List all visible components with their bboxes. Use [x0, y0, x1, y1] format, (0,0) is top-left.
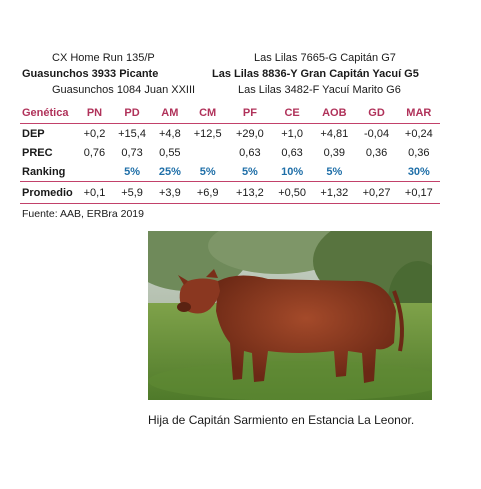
table-cell: 0,76: [83, 146, 106, 159]
header-gd: GD: [355, 103, 398, 124]
table-cell: -0,04: [364, 127, 390, 140]
header-pn: PN: [78, 103, 111, 124]
pedigree-sire-dam: Guasunchos 1084 Juan XXIII: [52, 84, 196, 96]
header-mar: MAR: [397, 103, 440, 124]
table-cell: +6,9: [186, 181, 229, 204]
table-cell: [355, 162, 398, 182]
photo-caption: Hija de Capitán Sarmiento en Estancia La…: [148, 413, 415, 427]
table-cell: +0,17: [397, 181, 440, 204]
header-pf: PF: [228, 103, 271, 124]
table-cell: 0,39: [323, 146, 346, 159]
table-cell: +0,1: [78, 181, 111, 204]
table-cell: +3,9: [153, 181, 187, 204]
table-cell: 0,55: [159, 146, 181, 159]
table-cell: +1,32: [313, 181, 356, 204]
table-header-row: Genética PN PD AM CM PF CE AOB GD MAR: [20, 103, 440, 124]
table-cell: 0,73: [121, 146, 143, 159]
table-cell: +0,27: [355, 181, 398, 204]
table-cell: 5%: [313, 162, 356, 182]
pedigree-dam-sire: Las Lilas 7665-G Capitán G7: [254, 52, 396, 64]
table-cell: +15,4: [118, 127, 146, 140]
pedigree-sire: Guasunchos 3933 Picante: [22, 68, 159, 80]
table-cell: [78, 162, 111, 182]
header-cm: CM: [186, 103, 229, 124]
row-label: Promedio: [20, 181, 78, 204]
table-cell: 10%: [271, 162, 314, 182]
table-cell: 5%: [186, 162, 229, 182]
header-genetica: Genética: [20, 103, 78, 124]
pedigree-dam-dam: Las Lilas 3482-F Yacuí Marito G6: [238, 84, 401, 96]
table-row-ranking: Ranking 5% 25% 5% 5% 10% 5% 30%: [20, 162, 440, 182]
table-cell: +0,50: [271, 181, 314, 204]
pedigree-dam-side: Las Lilas 7665-G Capitán G7 Las Lilas 88…: [212, 50, 442, 98]
table-cell: 0,36: [408, 146, 430, 159]
table-cell: +5,9: [110, 181, 154, 204]
row-label: Ranking: [20, 162, 78, 182]
table-cell: +1,0: [281, 127, 303, 140]
table-cell: +29,0: [235, 127, 264, 140]
pedigree-sire-side: CX Home Run 135/P Guasunchos 3933 Picant…: [22, 50, 222, 98]
row-label: PREC: [22, 146, 53, 159]
table-row-prec: PREC 0,76 0,73 0,55 0,63 0,63 0,39 0,36 …: [20, 143, 440, 162]
pedigree-dam: Las Lilas 8836-Y Gran Capitán Yacuí G5: [212, 68, 419, 80]
table-row-promedio: Promedio +0,1 +5,9 +3,9 +6,9 +13,2 +0,50…: [20, 181, 440, 204]
table-cell: 25%: [153, 162, 187, 182]
table-cell: +0,2: [83, 127, 106, 140]
table-row-dep: DEP +0,2 +15,4 +4,8 +12,5 +29,0 +1,0 +4,…: [20, 124, 440, 144]
table-cell: 0,63: [239, 146, 261, 159]
header-pd: PD: [110, 103, 154, 124]
cattle-photo: [148, 231, 432, 400]
source-note: Fuente: AAB, ERBra 2019: [22, 208, 144, 220]
row-label: DEP: [22, 127, 45, 140]
table-cell: +4,81: [320, 127, 349, 140]
table-cell: 5%: [110, 162, 154, 182]
table-cell: 0,36: [365, 146, 388, 159]
table-cell: 0,63: [281, 146, 303, 159]
header-aob: AOB: [313, 103, 356, 124]
table-cell: 30%: [397, 162, 440, 182]
table-cell: [187, 143, 229, 162]
header-ce: CE: [271, 103, 314, 124]
table-cell: +13,2: [228, 181, 271, 204]
pedigree-sire-sire: CX Home Run 135/P: [52, 52, 155, 64]
table-cell: 5%: [228, 162, 271, 182]
header-am: AM: [153, 103, 187, 124]
genetics-table: Genética PN PD AM CM PF CE AOB GD MAR DE…: [20, 103, 440, 204]
table-cell: +4,8: [159, 127, 181, 140]
table-cell: +12,5: [193, 127, 222, 140]
table-cell: +0,24: [404, 127, 433, 140]
